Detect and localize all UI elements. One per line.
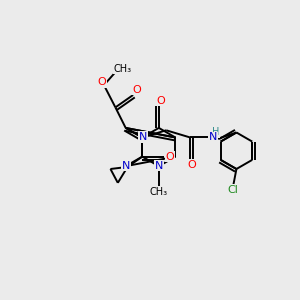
- Text: O: O: [157, 95, 165, 106]
- Text: O: O: [166, 152, 175, 162]
- Text: H: H: [212, 127, 219, 137]
- Text: CH₃: CH₃: [114, 64, 132, 74]
- Text: O: O: [97, 77, 106, 87]
- Text: O: O: [132, 85, 141, 95]
- Text: N: N: [139, 132, 147, 142]
- Text: Cl: Cl: [227, 185, 238, 195]
- Text: N: N: [122, 160, 130, 171]
- Text: O: O: [187, 160, 196, 170]
- Text: N: N: [209, 133, 218, 142]
- Text: N: N: [155, 160, 164, 171]
- Text: CH₃: CH₃: [150, 187, 168, 197]
